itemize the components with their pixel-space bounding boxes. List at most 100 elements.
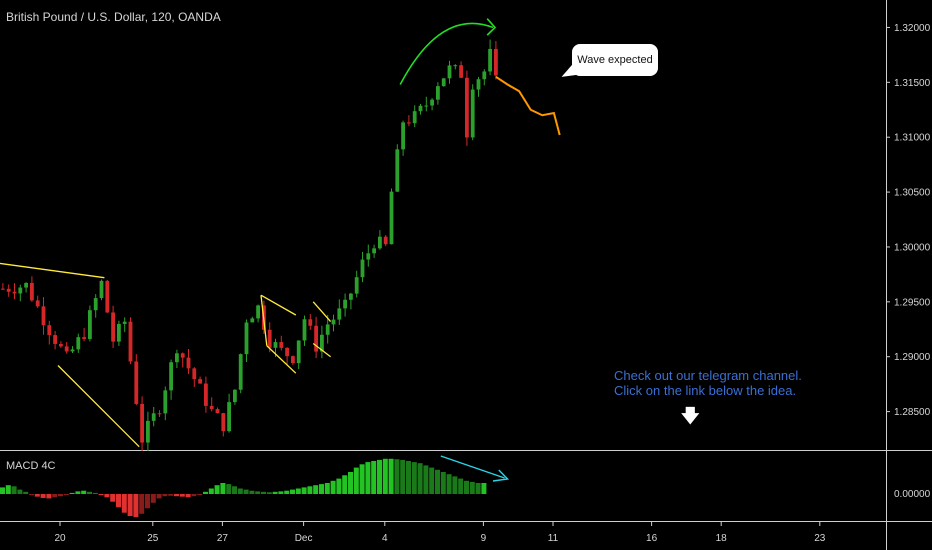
candle-body <box>424 105 429 107</box>
macd-bar <box>23 491 29 494</box>
candle-body <box>279 342 284 348</box>
wave-expected-callout: Wave expected <box>572 44 658 76</box>
price-tick-label: 1.30500 <box>894 188 931 199</box>
candle-body <box>273 342 278 348</box>
time-tick-label: 11 <box>548 533 559 544</box>
macd-bar <box>440 472 446 494</box>
candle-body <box>204 383 208 406</box>
macd-bar <box>232 486 237 494</box>
trendline <box>260 295 268 346</box>
time-tick-label: 9 <box>481 533 487 544</box>
macd-bar <box>324 483 330 494</box>
macd-bar <box>388 458 394 494</box>
candle-body <box>296 340 301 364</box>
macd-bar <box>290 489 295 494</box>
macd-bar <box>150 494 156 503</box>
macd-indicator-title: MACD 4C <box>6 460 56 472</box>
macd-bar <box>429 467 435 494</box>
candle-body <box>24 282 28 288</box>
macd-bar <box>214 485 220 494</box>
macd-bar <box>313 485 319 494</box>
trendline <box>312 343 331 358</box>
candle-body <box>470 89 475 138</box>
price-tick-label: 1.29000 <box>894 352 931 363</box>
candle-body <box>314 325 318 352</box>
candle-body <box>163 390 168 414</box>
macd-bar <box>116 494 121 508</box>
candle-body <box>186 357 191 369</box>
candle-body <box>285 347 289 357</box>
candle-body <box>389 191 394 245</box>
macd-bar <box>81 490 87 494</box>
projected-path <box>495 75 561 136</box>
candle-body <box>453 65 458 67</box>
drawings <box>0 18 561 482</box>
candle-body <box>18 287 23 294</box>
macd-divergence-arrow <box>440 455 505 479</box>
time-tick-label: 25 <box>147 533 159 544</box>
macd-bar <box>92 492 98 494</box>
macd-bar <box>446 474 452 494</box>
macd-bar <box>63 494 69 496</box>
price-tick-label: 1.31500 <box>894 78 931 89</box>
candle-body <box>476 79 481 90</box>
candle-body <box>47 325 52 336</box>
trendline <box>260 294 297 316</box>
price-tick-label: 1.28500 <box>894 407 931 418</box>
price-panel <box>0 39 932 452</box>
macd-bar <box>435 469 440 494</box>
curved-arrow <box>399 22 494 85</box>
macd-bar <box>29 494 34 496</box>
trendline <box>0 262 105 279</box>
chart-title: British Pound / U.S. Dollar, 120, OANDA <box>6 10 221 24</box>
price-tick-label: 1.32000 <box>894 23 931 34</box>
candle-body <box>401 122 405 150</box>
macd-bar <box>348 472 353 494</box>
candle-body <box>151 413 156 421</box>
macd-zero-label: 0.00000 <box>894 489 931 500</box>
time-tick-label: 16 <box>646 533 658 544</box>
macd-bar <box>365 462 371 494</box>
macd-bar <box>319 484 324 494</box>
macd-bar <box>452 476 458 494</box>
candle-body <box>366 253 371 260</box>
macd-bar <box>417 463 423 494</box>
candle-body <box>99 280 104 299</box>
macd-bar <box>458 478 464 494</box>
macd-bar <box>382 458 388 494</box>
macd-bar <box>255 491 261 494</box>
macd-bar <box>52 494 58 498</box>
candle-body <box>134 361 139 404</box>
candle-body <box>64 346 69 352</box>
macd-bar <box>371 461 377 494</box>
candle-body <box>140 403 144 443</box>
candle-body <box>111 312 115 342</box>
candle-body <box>482 71 487 80</box>
macd-bar <box>226 484 232 494</box>
macd-bar <box>295 488 301 494</box>
candle-body <box>441 78 446 87</box>
macd-bar <box>0 487 5 494</box>
macd-bar <box>98 494 104 496</box>
macd-bar <box>133 494 139 518</box>
macd-bar <box>243 489 249 494</box>
candle-body <box>105 280 110 313</box>
candle-body <box>221 413 226 432</box>
macd-bar <box>168 494 174 496</box>
candle-body <box>320 334 324 352</box>
telegram-note-line-1: Check out our telegram channel. <box>614 368 802 383</box>
candle-body <box>459 65 463 78</box>
macd-bar <box>307 486 313 494</box>
macd-bar <box>394 459 400 494</box>
macd-divergence-arrow-head <box>492 469 510 482</box>
macd-bar <box>423 465 429 494</box>
curved-arrow-head <box>486 18 497 36</box>
candle-body <box>360 259 365 278</box>
macd-bar <box>475 483 481 494</box>
price-tick-label: 1.30000 <box>894 242 931 253</box>
macd-bar <box>17 489 23 494</box>
candle-body <box>93 298 98 311</box>
macd-bar <box>406 461 411 494</box>
macd-bar <box>411 462 417 494</box>
